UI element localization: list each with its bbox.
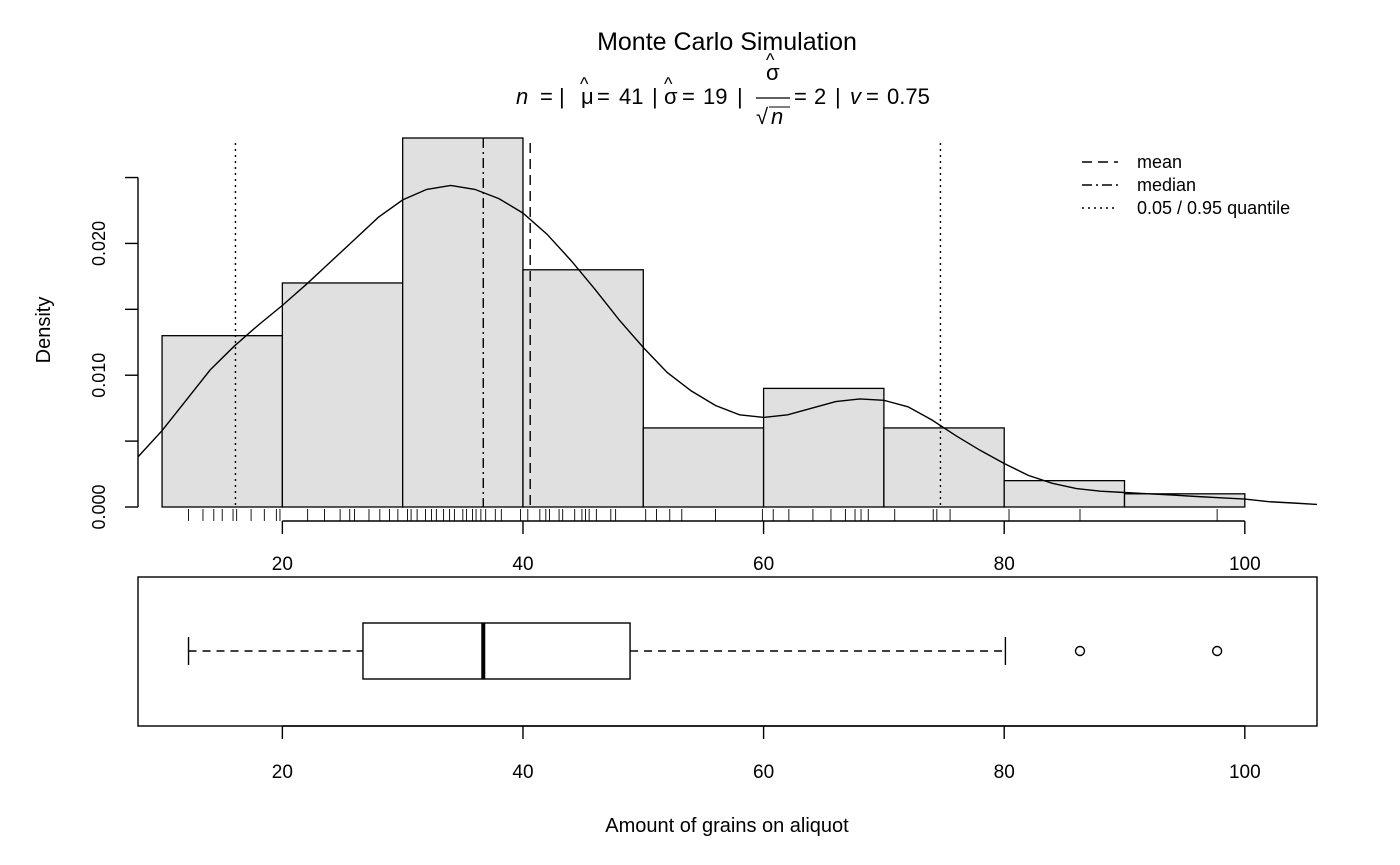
x-top-tick-label-2: 60: [753, 554, 774, 575]
x-axis-label: Amount of grains on aliquot: [605, 815, 849, 837]
x-bottom-tick-label-1: 40: [512, 762, 533, 783]
histogram-bar-6: [883, 427, 1005, 508]
boxplot-outlier-1: [1211, 645, 1223, 657]
histogram-bar-1: [281, 282, 404, 508]
histogram-bar-3: [522, 269, 644, 508]
subtitle-sigma-hat-value: 19: [703, 84, 727, 109]
y-axis: 0.000 0.010 0.020: [89, 176, 139, 530]
x-axis-histogram: 20 40 60 80 100: [272, 520, 1261, 575]
y-tick-label-0: 0.000: [89, 484, 109, 529]
chart-subtitle: n = | μ ^ = 41 | σ ^ = 19 | σ ^ √ n = 2 …: [516, 50, 930, 129]
x-top-tick-label-1: 40: [512, 554, 533, 575]
x-axis-boxplot: 20 40 60 80 100: [272, 725, 1261, 783]
subtitle-sep-3: |: [835, 84, 841, 109]
density-curve: [137, 184, 1318, 506]
boxplot-outlier-0: [1074, 645, 1086, 657]
subtitle-sigma-hat-accent: ^: [664, 74, 673, 94]
subtitle-mu-hat-symbol: μ: [581, 84, 594, 109]
legend: mean median 0.05 / 0.95 quantile: [1082, 152, 1290, 218]
statistic-lines: [234, 138, 942, 507]
boxplot: [187, 622, 1223, 680]
boxplot-box: [362, 622, 631, 680]
subtitle-sigma-hat-symbol: σ: [664, 84, 678, 109]
histogram-bars: [161, 137, 1246, 508]
subtitle-v-symbol: v: [850, 84, 863, 109]
subtitle-frac-num-accent: ^: [766, 50, 775, 70]
y-tick-label-2: 0.020: [89, 221, 109, 266]
subtitle-mu-hat-accent: ^: [580, 74, 589, 94]
histogram-bar-0: [161, 335, 284, 508]
subtitle-n-symbol: n: [516, 84, 528, 109]
rug-plot: [188, 509, 1218, 521]
histogram-bar-2: [402, 137, 524, 508]
y-tick-label-1: 0.010: [89, 353, 109, 398]
histogram-bar-4: [642, 427, 765, 508]
x-bottom-tick-label-0: 20: [272, 762, 293, 783]
x-bottom-tick-label-4: 100: [1229, 762, 1261, 783]
subtitle-sep-2: |: [737, 84, 743, 109]
x-bottom-tick-label-2: 60: [753, 762, 774, 783]
legend-quantile-label: 0.05 / 0.95 quantile: [1137, 198, 1290, 218]
subtitle-frac-numerator: σ: [766, 60, 780, 85]
subtitle-v-value: 0.75: [887, 84, 930, 109]
y-axis-label: Density: [33, 297, 55, 364]
x-bottom-tick-label-3: 80: [994, 762, 1015, 783]
subtitle-eq-3: =: [682, 84, 695, 109]
subtitle-sep-1: |: [652, 84, 658, 109]
histogram-bar-5: [762, 387, 885, 508]
subtitle-frac-sqrt: √: [756, 104, 769, 129]
subtitle-eq-5: =: [866, 84, 879, 109]
subtitle-eq-1: = |: [540, 84, 565, 109]
subtitle-mu-hat-value: 41: [619, 84, 643, 109]
x-top-tick-label-3: 80: [994, 554, 1015, 575]
subtitle-eq-4: =: [794, 84, 807, 109]
chart-title: Monte Carlo Simulation: [597, 28, 857, 56]
legend-median-label: median: [1137, 175, 1196, 195]
histogram-bar-7: [1003, 479, 1126, 508]
subtitle-se-value: 2: [814, 84, 826, 109]
subtitle-eq-2: =: [597, 84, 610, 109]
x-top-tick-label-0: 20: [272, 554, 293, 575]
x-top-tick-label-4: 100: [1229, 554, 1261, 575]
subtitle-frac-denominator: n: [771, 104, 783, 129]
legend-mean-label: mean: [1137, 152, 1182, 172]
